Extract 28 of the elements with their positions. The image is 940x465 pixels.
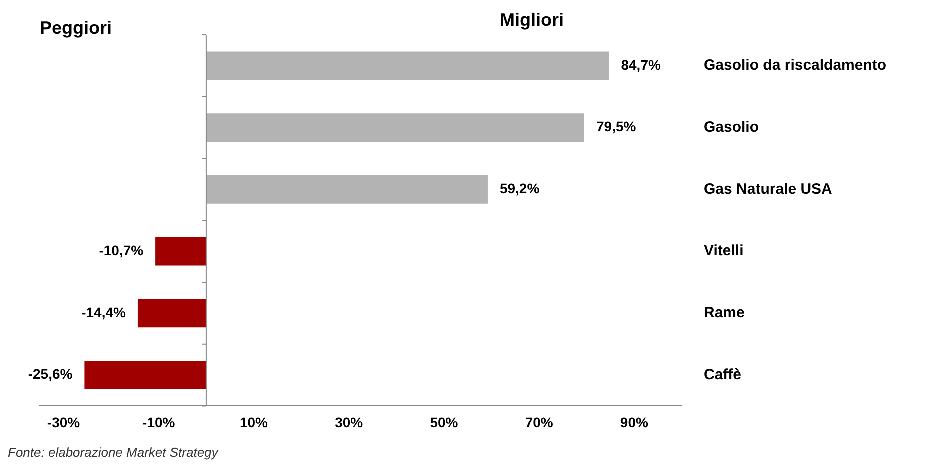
x-tick-label: 30% <box>335 414 364 430</box>
bar <box>206 175 488 204</box>
data-label: -14,4% <box>82 304 127 320</box>
data-label: 79,5% <box>596 118 637 135</box>
x-tick-label: 70% <box>525 414 554 430</box>
bar <box>156 237 206 266</box>
data-label: -10,7% <box>99 242 144 258</box>
x-tick-label: 10% <box>240 414 269 430</box>
y-tick-label: Vitelli <box>704 242 744 260</box>
y-tick-label: Gasolio <box>704 118 760 136</box>
data-label: 59,2% <box>500 180 540 197</box>
y-tick-label: Rame <box>704 304 745 322</box>
annotation: Peggiori <box>40 18 112 39</box>
bar <box>206 114 585 142</box>
y-tick-label: Caffè <box>704 366 742 384</box>
y-tick-label: Gas Naturale USA <box>704 180 833 198</box>
bar <box>138 299 206 328</box>
x-tick-label: -10% <box>142 414 176 430</box>
data-label: 84,7% <box>621 56 662 73</box>
x-tick-label: 50% <box>430 414 459 430</box>
data-label: -25,6% <box>28 366 74 382</box>
bar <box>206 52 610 80</box>
y-tick-label: Gasolio da riscaldamento <box>704 57 887 74</box>
x-tick-label: 90% <box>620 414 649 430</box>
text: Migliori <box>500 10 564 31</box>
bar <box>84 361 206 390</box>
x-tick-label: -30% <box>47 414 81 430</box>
source-note: Fonte: elaborazione Market Strategy <box>8 445 218 460</box>
